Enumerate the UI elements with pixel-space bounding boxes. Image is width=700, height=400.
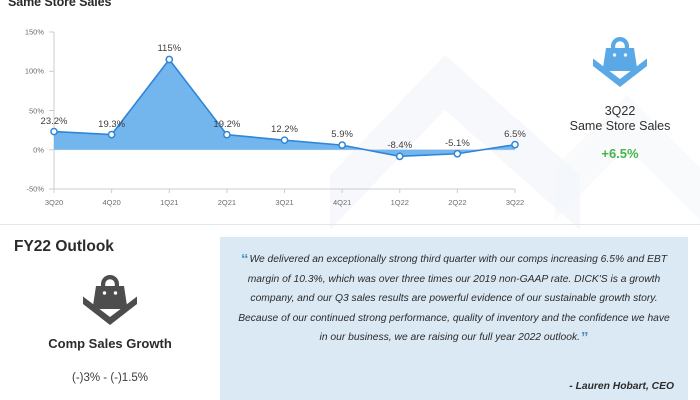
data-point-label: 19.3% xyxy=(98,118,126,130)
outlook-range: (-)3% - (-)1.5% xyxy=(71,372,149,384)
chart-plot-area xyxy=(49,31,519,193)
kpi-metric: Same Store Sales xyxy=(569,119,671,133)
quote-author: - Lauren Hobart, CEO xyxy=(569,381,674,392)
same-store-sales-panel: Same Store Sales -50% 0% 50% 100% 150% 23.2% 3… xyxy=(0,0,700,225)
same-store-sales-chart: -50% 0% 50% 100% 150% 23.2% 3Q20 19.3% 4Q20 115% 1… xyxy=(10,22,540,217)
x-axis-tick-label: 2Q22 xyxy=(448,198,467,207)
x-axis-tick-label: 1Q21 xyxy=(160,198,179,207)
data-point-label: 5.9% xyxy=(331,129,353,141)
quote-body: We delivered an exceptionally strong thi… xyxy=(238,254,670,343)
outlook-metric: Comp Sales Growth xyxy=(48,336,172,351)
kpi-card: 3Q22 Same Store Sales +6.5% xyxy=(545,28,695,161)
y-axis-tick-label: -50% xyxy=(26,184,44,194)
y-axis-tick-label: 100% xyxy=(24,66,44,76)
data-point-label: -5.1% xyxy=(444,137,470,149)
ceo-quote-card: “We delivered an exceptionally strong th… xyxy=(220,237,688,400)
x-axis-tick-label: 4Q20 xyxy=(102,198,121,207)
x-axis-tick-label: 3Q22 xyxy=(505,198,525,207)
shopping-bag-down-arrow-icon xyxy=(0,268,220,326)
data-point-label: -8.4% xyxy=(387,140,413,152)
outlook-title: FY22 Outlook xyxy=(14,238,114,255)
kpi-value: +6.5% xyxy=(601,146,639,161)
x-axis-tick-label: 3Q21 xyxy=(275,198,294,207)
open-quote-icon: “ xyxy=(240,251,249,268)
kpi-label: 3Q22 Same Store Sales xyxy=(545,104,695,134)
kpi-period: 3Q22 xyxy=(604,104,636,118)
fy22-outlook-panel: FY22 Outlook Comp Sales Growth (-)3% - (… xyxy=(0,232,220,400)
quote-text: “We delivered an exceptionally strong th… xyxy=(234,250,674,348)
section-divider xyxy=(0,224,700,225)
shopping-bag-down-arrow-icon xyxy=(545,28,695,90)
data-point-label: 19.2% xyxy=(213,118,241,130)
x-axis-tick-label: 2Q21 xyxy=(217,198,237,207)
y-axis-tick-label: 50% xyxy=(28,106,44,115)
y-axis-tick-label: 150% xyxy=(24,27,44,37)
y-axis-tick-label: 0% xyxy=(33,145,44,155)
x-axis-tick-label: 1Q22 xyxy=(390,198,409,207)
close-quote-icon: ” xyxy=(580,329,589,346)
data-point-label: 12.2% xyxy=(271,124,298,136)
data-point-label: 115% xyxy=(157,43,182,55)
data-point-label: 23.2% xyxy=(40,115,68,127)
x-axis-tick-label: 3Q20 xyxy=(44,198,64,207)
x-axis-tick-label: 4Q21 xyxy=(332,198,352,207)
panel-title: Same Store Sales xyxy=(8,0,112,9)
data-point-label: 6.5% xyxy=(504,128,526,140)
